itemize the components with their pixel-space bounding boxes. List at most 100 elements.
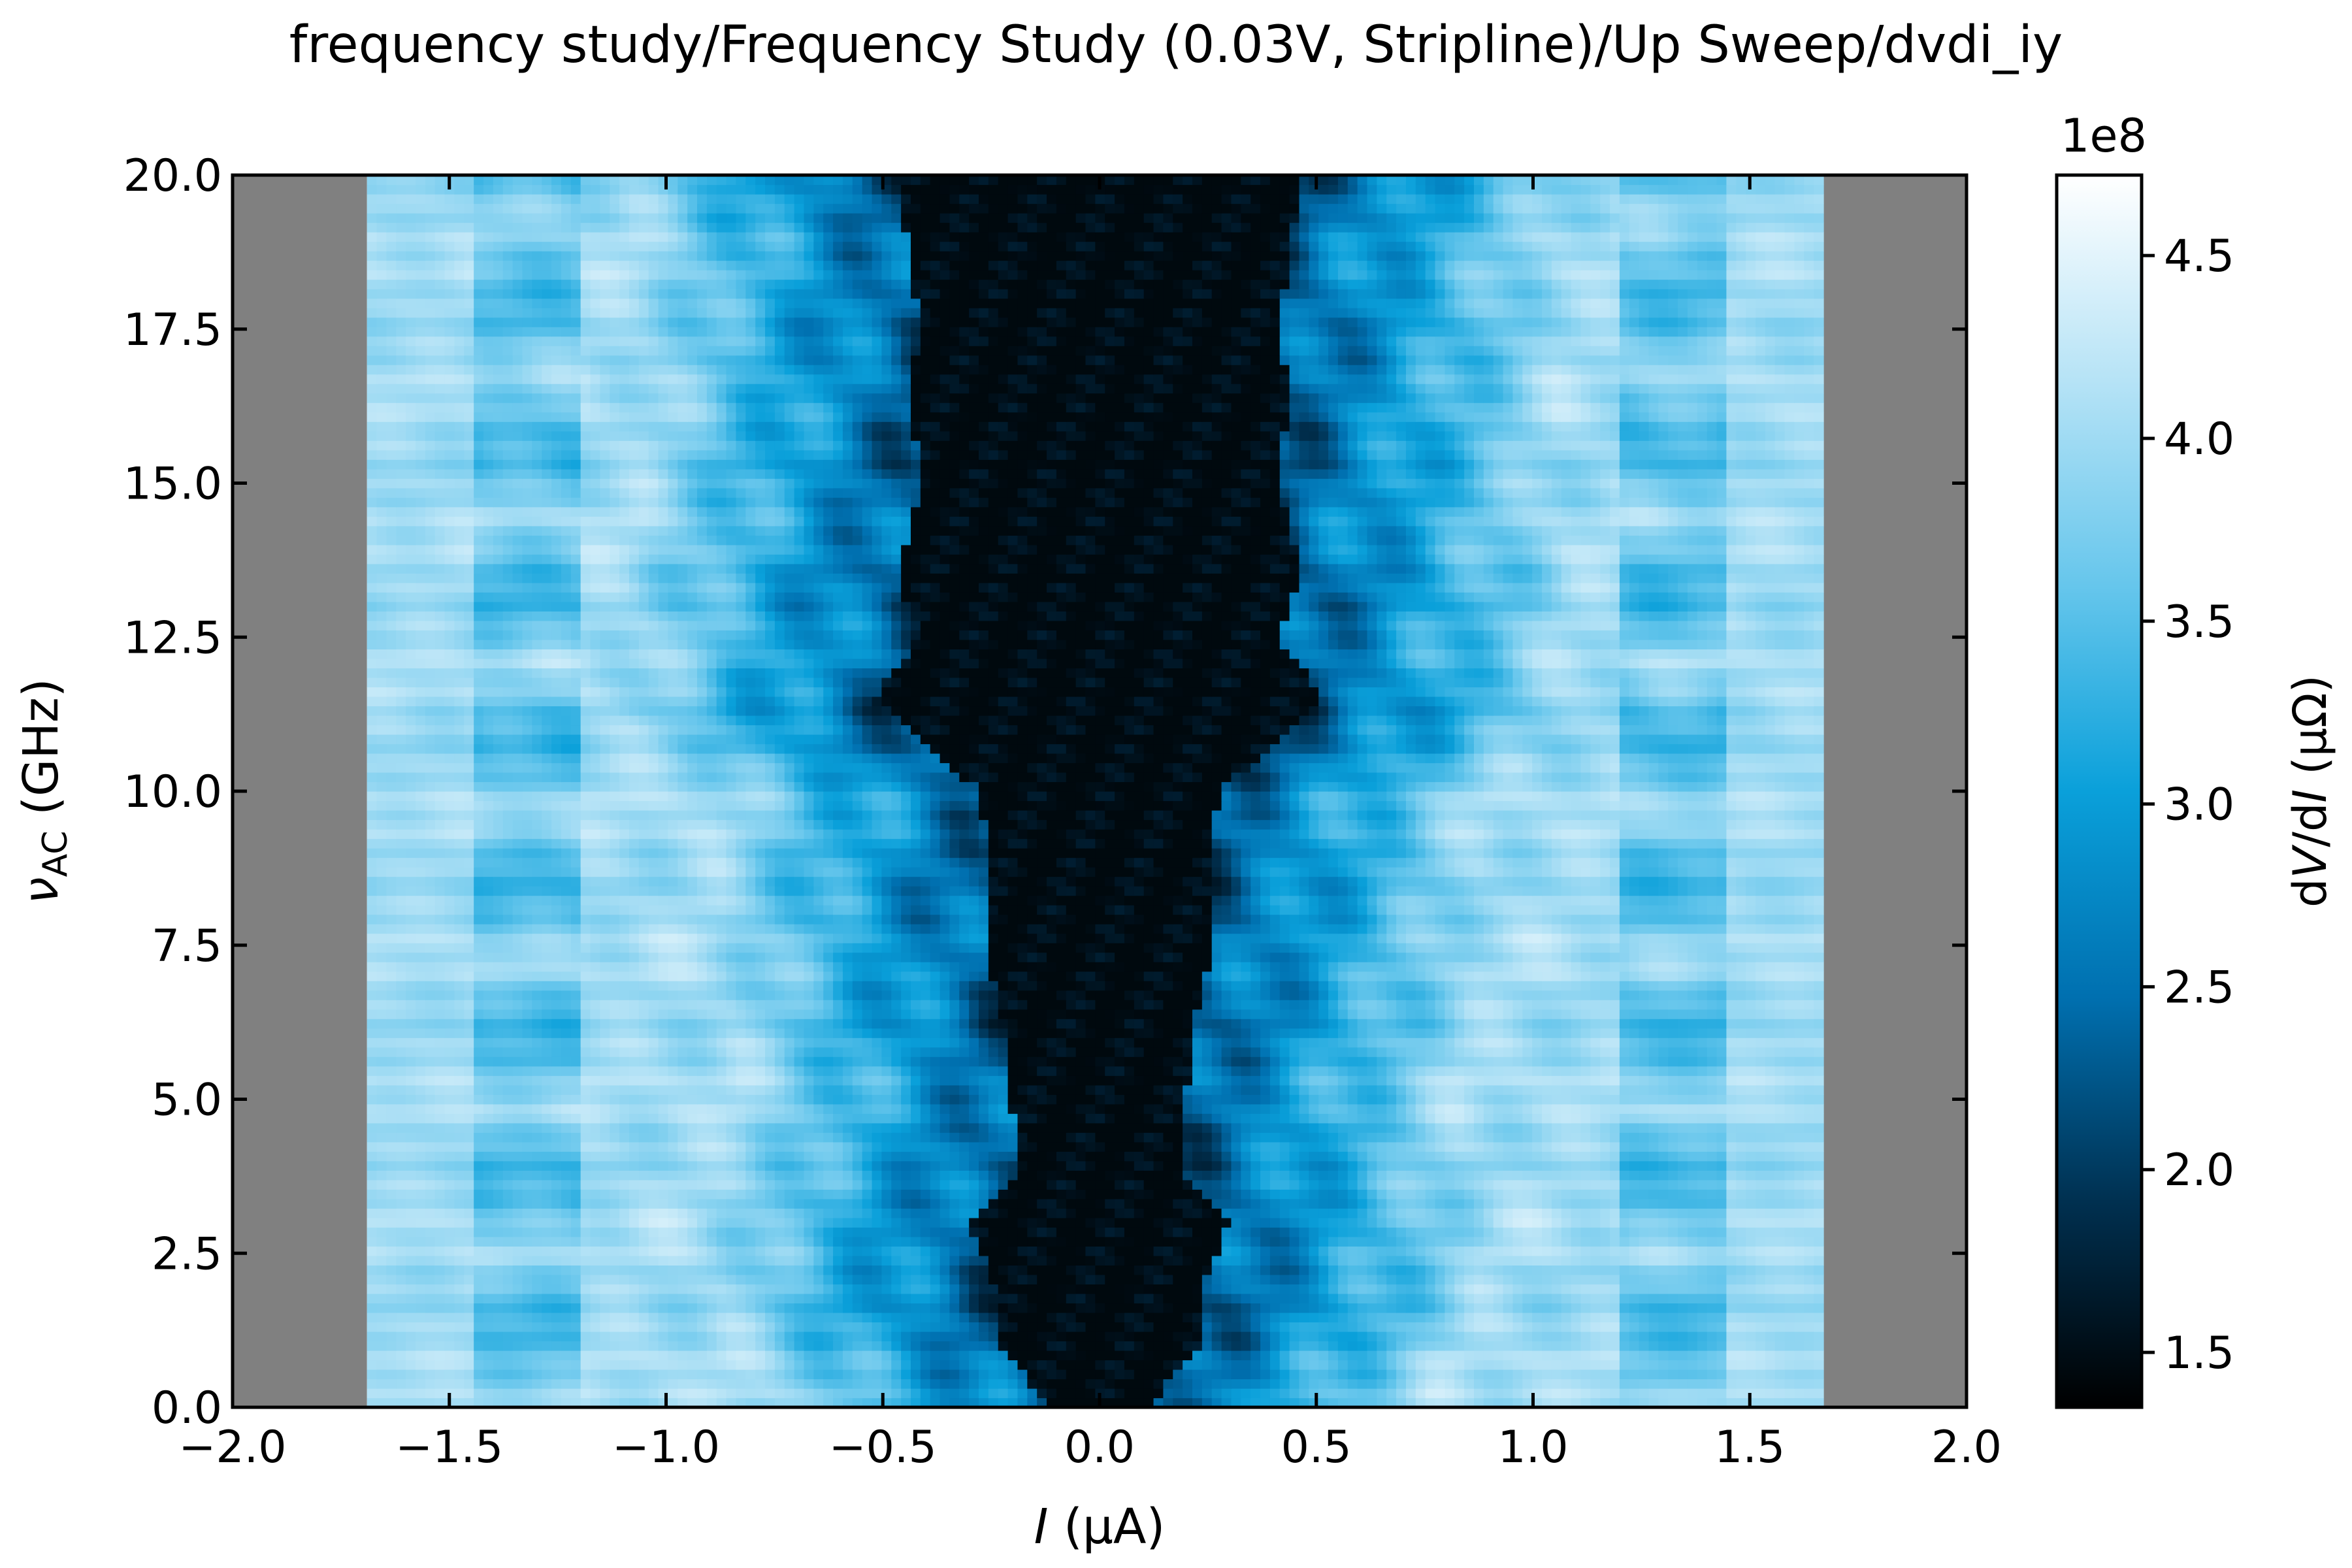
heatmap-cell <box>979 1303 989 1313</box>
heatmap-cell <box>434 1369 446 1380</box>
heatmap-cell <box>551 1160 562 1171</box>
heatmap-cell <box>1784 1255 1795 1266</box>
heatmap-cell <box>872 1360 882 1370</box>
heatmap-cell <box>959 1379 970 1389</box>
heatmap-cell <box>774 1170 785 1181</box>
heatmap-cell <box>1056 1331 1067 1342</box>
heatmap-cell <box>920 1227 931 1237</box>
heatmap-cell <box>804 1331 814 1342</box>
heatmap-cell <box>1095 1246 1105 1256</box>
heatmap-cell <box>1047 1341 1057 1351</box>
heatmap-cell <box>1445 1274 1455 1284</box>
heatmap-cell <box>1619 1132 1630 1143</box>
heatmap-cell <box>1571 1397 1582 1408</box>
heatmap-cell <box>1736 1198 1746 1209</box>
heatmap-cell <box>512 1369 523 1380</box>
heatmap-cell <box>891 1388 902 1399</box>
heatmap-cell <box>804 1189 814 1200</box>
heatmap-cell <box>1211 1236 1222 1247</box>
heatmap-cell <box>512 1189 523 1200</box>
heatmap-cell <box>813 1379 824 1389</box>
heatmap-cell <box>1066 1103 1077 1114</box>
heatmap-cell <box>464 1274 474 1284</box>
heatmap-cell <box>1765 1360 1776 1370</box>
heatmap-cell <box>1668 1094 1678 1105</box>
heatmap-cell <box>1784 1141 1795 1152</box>
heatmap-cell <box>1522 1303 1533 1313</box>
heatmap-cell <box>998 1331 1009 1342</box>
heatmap-cell <box>998 1160 1009 1171</box>
heatmap-cell <box>1115 1132 1125 1143</box>
heatmap-cell <box>1580 1397 1591 1408</box>
heatmap-cell <box>706 1388 717 1399</box>
heatmap-cell <box>434 1227 446 1237</box>
heatmap-cell <box>1143 1293 1154 1304</box>
heatmap-cell <box>1639 1293 1650 1304</box>
heatmap-cell <box>1347 1397 1358 1408</box>
heatmap-cell <box>1639 1151 1650 1162</box>
heatmap-cell <box>1279 1094 1290 1105</box>
heatmap-cell <box>551 1246 562 1256</box>
heatmap-cell <box>1668 1284 1678 1294</box>
heatmap-cell <box>1143 1170 1154 1181</box>
heatmap-cell <box>1746 1274 1756 1284</box>
heatmap-cell <box>1814 1113 1824 1124</box>
heatmap-cell <box>1105 1208 1115 1218</box>
heatmap-cell <box>1629 1312 1640 1323</box>
heatmap-cell <box>1551 1350 1562 1361</box>
heatmap-cell <box>1590 1274 1601 1284</box>
heatmap-cell <box>755 1141 766 1152</box>
heatmap-cell <box>1386 1113 1397 1124</box>
heatmap-cell <box>1619 1379 1630 1389</box>
heatmap-cell <box>1124 1198 1135 1209</box>
heatmap-cell <box>1658 1331 1669 1342</box>
heatmap-cell <box>1201 1236 1213 1247</box>
heatmap-cell <box>1814 1331 1824 1342</box>
heatmap-cell <box>1173 1208 1183 1218</box>
heatmap-cell <box>1648 1217 1659 1228</box>
heatmap-cell <box>1629 1141 1640 1152</box>
heatmap-cell <box>765 1350 776 1361</box>
heatmap-cell <box>1231 1236 1241 1247</box>
heatmap-cell <box>1173 1303 1183 1313</box>
heatmap-cell <box>1415 1189 1426 1200</box>
heatmap-cell <box>1736 1388 1746 1399</box>
heatmap-cell <box>1192 1208 1203 1218</box>
heatmap-cell <box>1814 1208 1824 1218</box>
heatmap-cell <box>396 1198 406 1209</box>
heatmap-cell <box>765 1379 776 1389</box>
heatmap-cell <box>464 1322 474 1332</box>
heatmap-cell <box>1260 1350 1271 1361</box>
heatmap-cell <box>1814 1360 1824 1370</box>
heatmap-cell <box>1765 1170 1776 1181</box>
heatmap-cell <box>939 1255 951 1266</box>
heatmap-cell <box>1105 1360 1115 1370</box>
heatmap-cell <box>842 1236 853 1247</box>
heatmap-cell <box>1027 1379 1037 1389</box>
heatmap-cell <box>716 1265 727 1275</box>
heatmap-cell <box>1017 1303 1028 1313</box>
heatmap-cell <box>1183 1236 1193 1247</box>
heatmap-cell <box>396 1179 406 1190</box>
heatmap-cell <box>1619 1217 1630 1228</box>
heatmap-cell <box>1532 1331 1543 1342</box>
heatmap-cell <box>1532 1379 1543 1389</box>
heatmap-cell <box>434 1151 446 1162</box>
heatmap-cell <box>1493 1350 1504 1361</box>
heatmap-cell <box>726 1312 737 1323</box>
heatmap-cell <box>1192 1397 1203 1408</box>
heatmap-cell <box>1095 1360 1105 1370</box>
heatmap-cell <box>590 1122 600 1133</box>
heatmap-cell <box>474 1094 484 1105</box>
heatmap-cell <box>1163 1274 1173 1284</box>
heatmap-cell <box>842 1122 853 1133</box>
heatmap-cell <box>716 1284 727 1294</box>
heatmap-cell <box>1027 1113 1037 1124</box>
heatmap-cell <box>590 1369 600 1380</box>
heatmap-cell <box>998 1151 1009 1162</box>
heatmap-cell <box>1512 1293 1523 1304</box>
heatmap-cell <box>1687 1170 1698 1181</box>
heatmap-cell <box>406 1122 416 1133</box>
heatmap-cell <box>1483 1094 1494 1105</box>
heatmap-cell <box>1027 1198 1037 1209</box>
